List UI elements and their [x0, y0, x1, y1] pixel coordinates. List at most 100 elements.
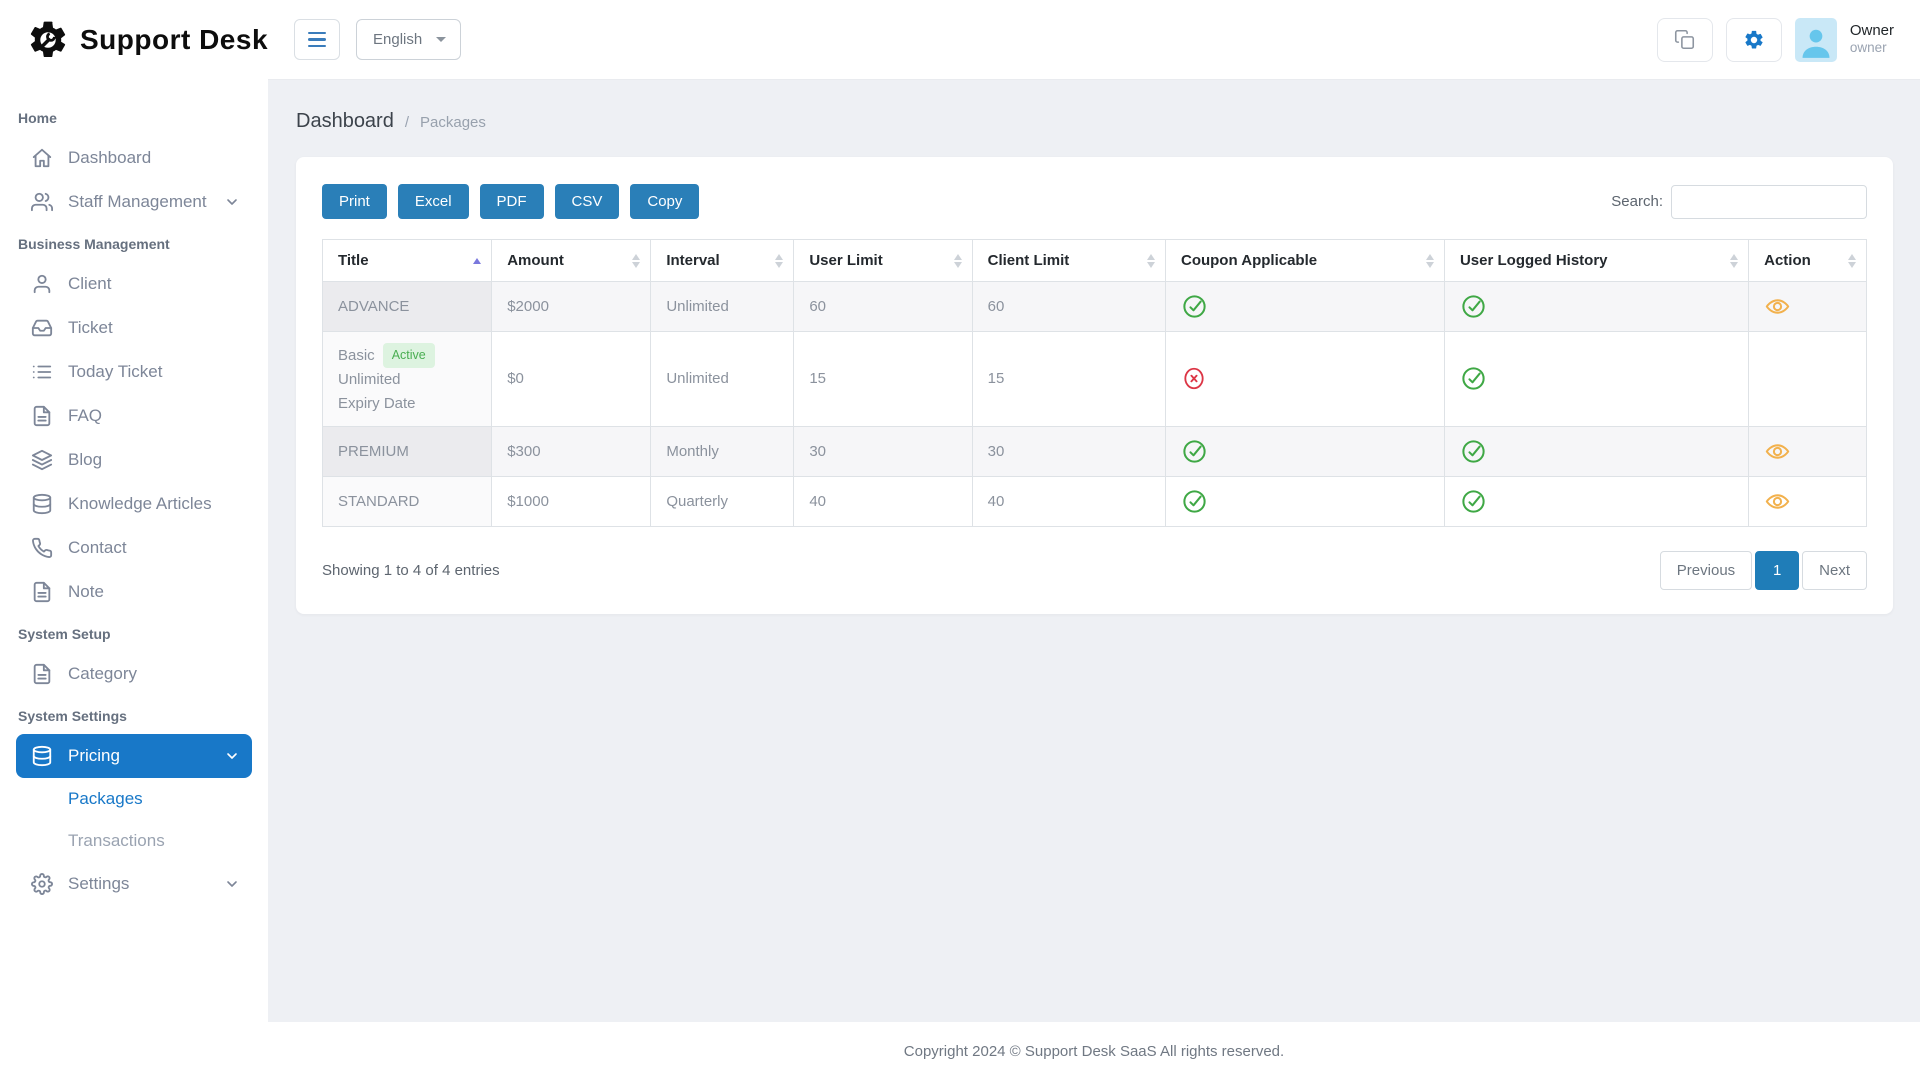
sidebar-toggle-button[interactable] [294, 19, 340, 60]
search-input[interactable] [1671, 184, 1867, 219]
cell-interval: Unlimited [650, 281, 795, 332]
sidebar-item-ticket[interactable]: Ticket [16, 306, 252, 350]
sidebar-item-label: Pricing [68, 746, 120, 765]
sidebar-item-staff-management[interactable]: Staff Management [16, 180, 252, 224]
sidebar-item-note[interactable]: Note [16, 570, 252, 614]
user-name: Owner [1849, 21, 1894, 39]
sidebar-item-label: Ticket [68, 318, 113, 337]
view-eye-icon[interactable] [1764, 438, 1851, 465]
search-container: Search: [1611, 184, 1867, 219]
sidebar-item-packages[interactable]: Packages [68, 789, 143, 808]
x-circle-icon [1181, 365, 1429, 392]
cell-amount: $300 [491, 425, 652, 477]
sidebar-item-blog[interactable]: Blog [16, 438, 252, 482]
next-page-button[interactable]: Next [1802, 550, 1867, 590]
sort-both-icon [775, 253, 784, 268]
language-dropdown[interactable]: English [356, 19, 462, 60]
footer: Copyright 2024 © Support Desk SaaS All r… [268, 1022, 1920, 1080]
cell-amount: $2000 [491, 281, 652, 332]
cell-interval: Monthly [650, 425, 795, 477]
table-toolbar: Print Excel PDF CSV Copy Search: [322, 184, 1867, 219]
users-icon [31, 191, 53, 213]
check-circle-icon [1460, 293, 1733, 320]
nav-section-home: Home [18, 110, 57, 126]
sidebar-item-faq[interactable]: FAQ [16, 394, 252, 438]
check-circle-icon [1460, 365, 1733, 392]
sidebar-item-client[interactable]: Client [16, 262, 252, 306]
layers-icon [31, 449, 53, 471]
home-icon [31, 147, 53, 169]
sort-both-icon [1425, 253, 1434, 268]
excel-button[interactable]: Excel [397, 184, 469, 219]
sidebar-item-dashboard[interactable]: Dashboard [16, 136, 252, 180]
sidebar-nav: Home Dashboard Staff Management Business… [0, 80, 268, 906]
sidebar-item-settings[interactable]: Settings [16, 862, 252, 906]
gear-wrench-logo-icon [26, 18, 70, 62]
column-header-amount[interactable]: Amount [491, 239, 652, 282]
sidebar-item-label: Settings [68, 874, 130, 893]
csv-button[interactable]: CSV [554, 184, 620, 219]
topbar: English Owner owner [268, 0, 1920, 80]
sidebar-item-label: Staff Management [68, 192, 207, 211]
hamburger-icon [308, 31, 326, 48]
page-1-button[interactable]: 1 [1755, 550, 1800, 590]
table-row: Basic Active Unlimited Expiry Date $0 Unl… [321, 331, 1867, 427]
cell-user-limit: 40 [793, 475, 973, 527]
sidebar-item-contact[interactable]: Contact [16, 526, 252, 570]
copyright-text: Copyright 2024 © Support Desk SaaS All r… [903, 1042, 1285, 1060]
sidebar-item-label: Today Ticket [68, 362, 163, 381]
cell-client-limit: 60 [971, 281, 1166, 332]
sort-both-icon [1730, 253, 1739, 268]
cell-coupon-applicable [1164, 475, 1445, 527]
check-circle-icon [1181, 293, 1429, 320]
view-eye-icon[interactable] [1764, 293, 1851, 320]
brand-logo[interactable]: Support Desk [0, 0, 268, 80]
view-eye-icon[interactable] [1764, 488, 1851, 515]
cell-client-limit: 40 [971, 475, 1166, 527]
nav-section-system-settings: System Settings [18, 708, 127, 724]
sidebar-item-transactions[interactable]: Transactions [68, 831, 165, 850]
check-circle-icon [1460, 488, 1733, 515]
table-header-row: Title Amount Interval User Limit Client … [321, 239, 1867, 282]
column-header-action[interactable]: Action [1748, 239, 1867, 282]
sidebar: Support Desk Home Dashboard Staff Manage… [0, 0, 268, 1080]
cell-action [1748, 331, 1867, 427]
table-row: PREMIUM $300 Monthly 30 30 [321, 425, 1867, 477]
sidebar-item-pricing[interactable]: Pricing [16, 734, 252, 778]
file-text-icon [31, 405, 53, 427]
breadcrumb: Dashboard / Packages [296, 110, 1893, 133]
sidebar-item-knowledge-articles[interactable]: Knowledge Articles [16, 482, 252, 526]
entries-summary: Showing 1 to 4 of 4 entries [322, 561, 500, 579]
pages-shortcut-button[interactable] [1656, 17, 1713, 62]
sidebar-item-category[interactable]: Category [16, 652, 252, 696]
packages-table: Title Amount Interval User Limit Client … [321, 239, 1867, 527]
sidebar-item-label: Dashboard [68, 148, 152, 167]
column-header-client-limit[interactable]: Client Limit [971, 239, 1166, 282]
copy-pages-icon [1674, 29, 1695, 50]
brand-name: Support Desk [80, 23, 269, 55]
cell-coupon-applicable [1164, 331, 1445, 427]
sidebar-item-label: Contact [68, 538, 127, 557]
breadcrumb-dashboard-link[interactable]: Dashboard [296, 110, 394, 132]
settings-shortcut-button[interactable] [1725, 17, 1782, 62]
copy-button[interactable]: Copy [630, 184, 700, 219]
column-header-user-logged-history[interactable]: User Logged History [1443, 239, 1750, 282]
column-header-user-limit[interactable]: User Limit [793, 239, 973, 282]
sidebar-item-today-ticket[interactable]: Today Ticket [16, 350, 252, 394]
table-footer: Showing 1 to 4 of 4 entries Previous 1 N… [322, 550, 1867, 590]
previous-page-button[interactable]: Previous [1659, 550, 1753, 590]
table-row: STANDARD $1000 Quarterly 40 40 [321, 475, 1867, 527]
user-avatar[interactable] [1794, 17, 1837, 62]
check-circle-icon [1181, 488, 1429, 515]
column-header-interval[interactable]: Interval [650, 239, 795, 282]
breadcrumb-separator: / [404, 114, 410, 131]
breadcrumb-current: Packages [420, 114, 486, 131]
print-button[interactable]: Print [322, 184, 387, 219]
pdf-button[interactable]: PDF [479, 184, 544, 219]
column-header-title[interactable]: Title [321, 239, 493, 282]
column-header-coupon-applicable[interactable]: Coupon Applicable [1164, 239, 1445, 282]
cell-user-logged-history [1443, 425, 1750, 477]
user-role: owner [1849, 40, 1887, 56]
gear-icon [31, 873, 53, 895]
chevron-down-icon [224, 876, 240, 892]
